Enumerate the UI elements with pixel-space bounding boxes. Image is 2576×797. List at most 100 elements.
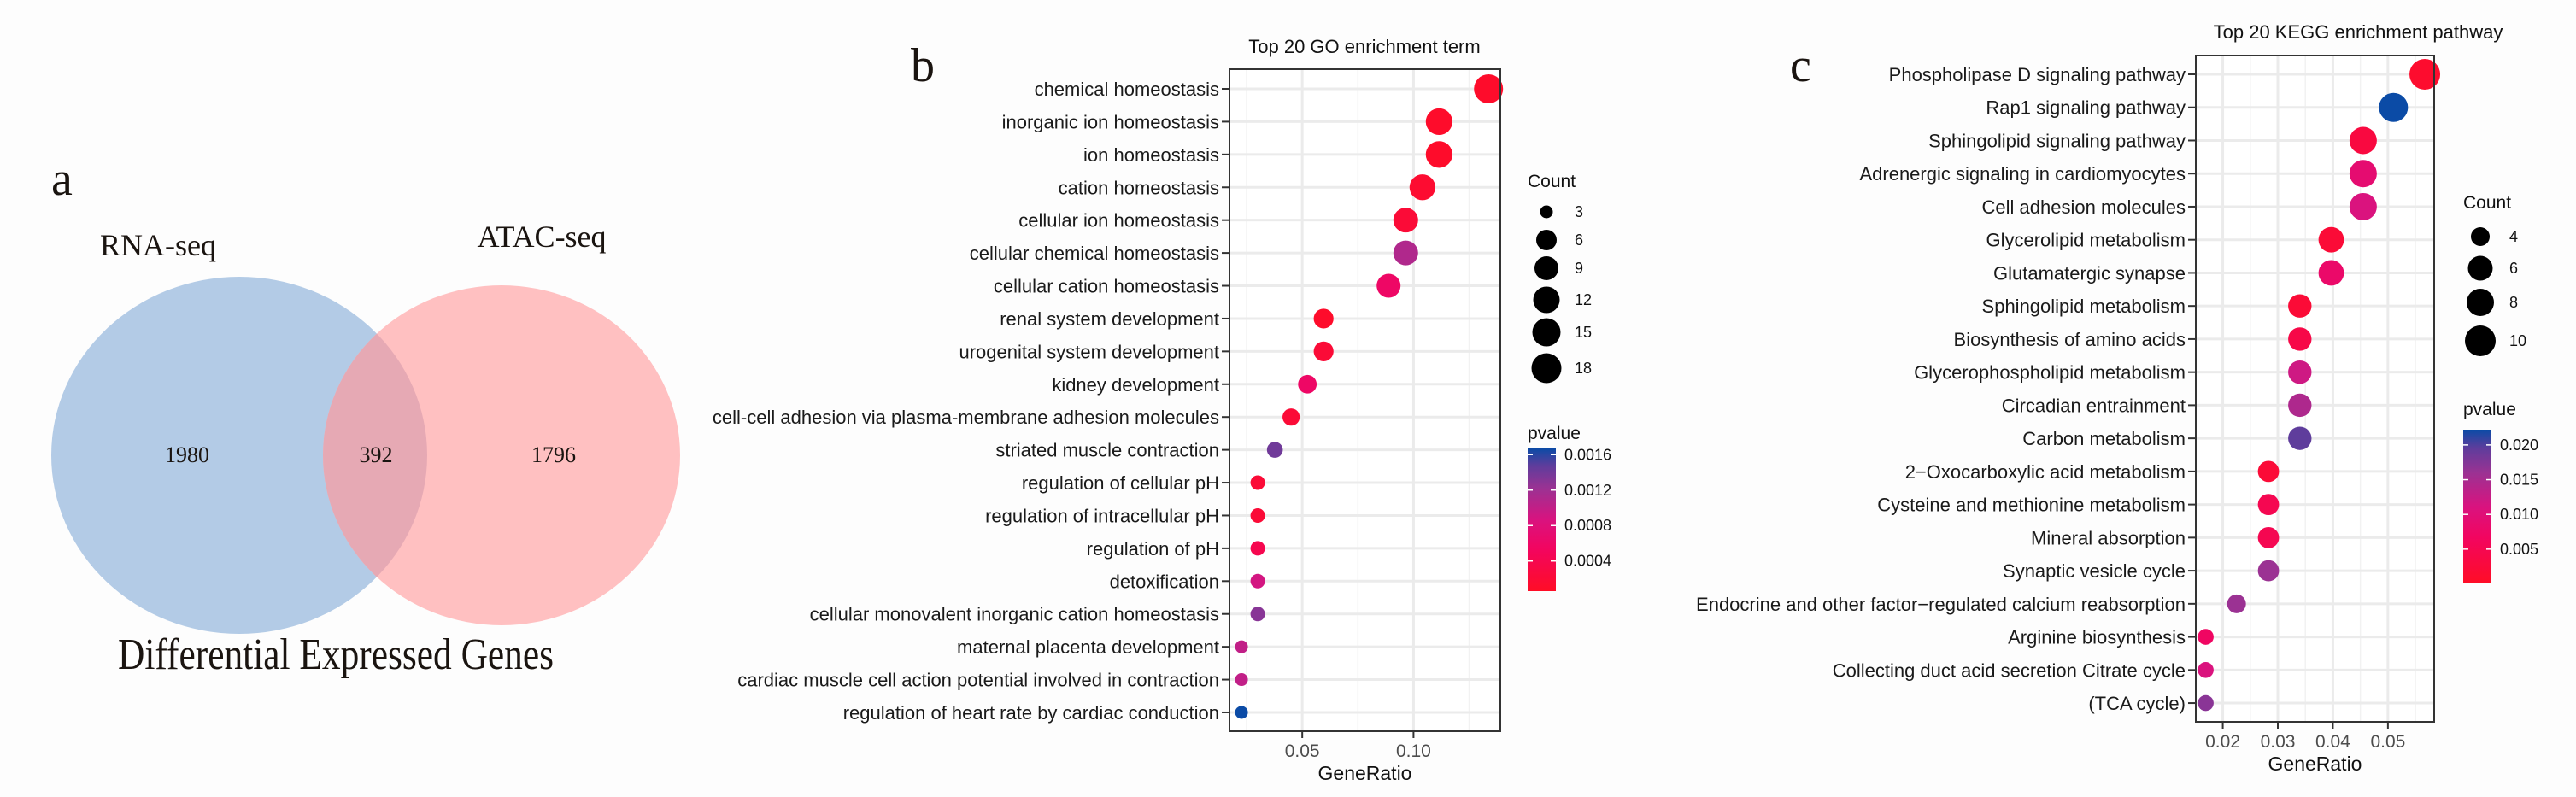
y-tick-label: Sphingolipid metabolism: [1982, 296, 2186, 317]
data-point: [1235, 673, 1248, 687]
y-tick-label: Biosynthesis of amino acids: [1954, 329, 2186, 350]
data-point: [1298, 374, 1317, 394]
data-point: [1425, 141, 1452, 168]
data-point: [1393, 240, 1418, 266]
data-point: [2409, 59, 2441, 90]
data-point: [1235, 640, 1248, 653]
x-tick-label: 0.10: [1396, 741, 1431, 761]
data-point: [2288, 294, 2312, 318]
panel-label-a: a: [51, 153, 73, 206]
data-point: [2349, 126, 2377, 155]
y-tick-label: regulation of cellular pH: [1022, 472, 1219, 494]
y-tick-label: Glycerolipid metabolism: [1986, 230, 2186, 251]
y-tick-label: Glycerophospholipid metabolism: [1914, 362, 2186, 384]
y-tick-label: detoxification: [1110, 571, 1219, 592]
legend-colorbar: [2463, 430, 2491, 583]
data-point: [2257, 494, 2280, 516]
venn-count-rna-only: 1980: [165, 442, 209, 467]
venn-set-atac-seq: [323, 285, 680, 625]
y-tick-label: Adrenergic signaling in cardiomyocytes: [1859, 163, 2186, 185]
y-tick-label: (TCA cycle): [2088, 693, 2186, 714]
y-tick-label: Cysteine and methionine metabolism: [1877, 495, 2186, 516]
y-tick-label: Sphingolipid signaling pathway: [1928, 130, 2186, 151]
y-tick-label: cellular cation homeostasis: [994, 276, 1219, 297]
y-tick-label: striated muscle contraction: [995, 440, 1219, 461]
legend-size-label: 3: [1575, 203, 1583, 220]
legend-colorbar-label: 0.0008: [1564, 517, 1611, 534]
venn-count-atac-only: 1796: [531, 442, 576, 467]
legend-size-label: 4: [2509, 228, 2518, 245]
legend-size-circle: [2467, 289, 2494, 316]
y-tick-label: Carbon metabolism: [2022, 428, 2186, 449]
data-point: [2198, 694, 2214, 712]
data-point: [2257, 560, 2280, 582]
data-point: [1266, 442, 1283, 458]
legend-size-label: 10: [2509, 332, 2526, 349]
legend-colorbar-label: 0.020: [2500, 437, 2538, 454]
legend-size-circle: [1536, 230, 1557, 250]
y-tick-label: chemical homeostasis: [1035, 79, 1219, 100]
chart-title: Top 20 KEGG enrichment pathway: [2214, 21, 2503, 43]
data-point: [2318, 260, 2344, 286]
y-tick-label: regulation of pH: [1087, 538, 1219, 560]
data-point: [1250, 475, 1265, 490]
y-tick-label: inorganic ion homeostasis: [1002, 111, 1219, 132]
plot-panel: [1229, 69, 1500, 731]
go-dotplot: b Top 20 GO enrichment term chemical home…: [713, 36, 1611, 784]
data-point: [1376, 273, 1401, 298]
data-point: [2288, 360, 2312, 384]
y-tick-label: maternal placenta development: [957, 636, 1219, 658]
y-tick-label: cation homeostasis: [1059, 177, 1219, 198]
data-point: [1250, 573, 1265, 589]
legend-colorbar: [1528, 448, 1556, 591]
y-tick-label: regulation of heart rate by cardiac cond…: [843, 702, 1219, 724]
x-tick-label: 0.04: [2315, 732, 2350, 752]
legend-size-circle: [2467, 255, 2493, 281]
x-axis-title: GeneRatio: [1318, 762, 1412, 784]
data-point: [1250, 607, 1265, 622]
x-tick-label: 0.03: [2261, 732, 2296, 752]
data-point: [2288, 327, 2312, 351]
legend-size-label: 18: [1575, 360, 1592, 377]
venn-title: Differential Expressed Genes: [118, 630, 554, 679]
y-tick-label: Arginine biosynthesis: [2008, 627, 2186, 648]
data-point: [2227, 594, 2246, 613]
venn-label-rna-seq: RNA-seq: [100, 228, 216, 262]
y-tick-label: ion homeostasis: [1083, 144, 1219, 166]
data-point: [2288, 393, 2312, 418]
legend-colorbar-label: 0.0004: [1564, 553, 1611, 570]
venn-label-atac-seq: ATAC-seq: [477, 220, 606, 254]
legend-colorbar-label: 0.0012: [1564, 482, 1611, 499]
y-tick-label: regulation of intracellular pH: [985, 505, 1219, 526]
chart-title: Top 20 GO enrichment term: [1248, 36, 1480, 57]
data-point: [2349, 160, 2377, 188]
y-tick-label: kidney development: [1052, 374, 1219, 396]
panel-label-b: b: [911, 39, 935, 92]
y-tick-label: 2−Oxocarboxylic acid metabolism: [1905, 461, 2186, 483]
legend-colorbar-label: 0.0016: [1564, 446, 1611, 463]
data-point: [1313, 308, 1334, 329]
venn-panel: a RNA-seq ATAC-seq 1980 392 1796 Differe…: [51, 153, 680, 679]
data-point: [2198, 629, 2214, 645]
y-tick-label: cellular chemical homeostasis: [970, 243, 1219, 264]
data-point: [1282, 408, 1300, 426]
legend-size-circle: [1533, 286, 1560, 314]
y-tick-label: Collecting duct acid secretion Citrate c…: [1833, 659, 2186, 681]
data-point: [2257, 526, 2280, 548]
venn-count-intersection: 392: [360, 442, 393, 467]
legend-colorbar-label: 0.010: [2500, 506, 2538, 523]
legend-size-circle: [2465, 325, 2496, 356]
data-point: [1250, 541, 1265, 556]
y-tick-label: Glutamatergic synapse: [1993, 262, 2186, 284]
legend-size-label: 6: [1575, 231, 1583, 249]
y-tick-label: Circadian entrainment: [2002, 395, 2186, 416]
y-tick-label: Synaptic vesicle cycle: [2003, 560, 2186, 582]
legend-size-label: 15: [1575, 324, 1592, 341]
data-point: [2349, 192, 2377, 220]
data-point: [1474, 74, 1504, 103]
legend-size-label: 6: [2509, 260, 2518, 277]
venn-set-rna-seq: [51, 277, 427, 634]
legend-size-circle: [2471, 227, 2490, 246]
y-tick-label: cardiac muscle cell action potential inv…: [737, 670, 1219, 691]
